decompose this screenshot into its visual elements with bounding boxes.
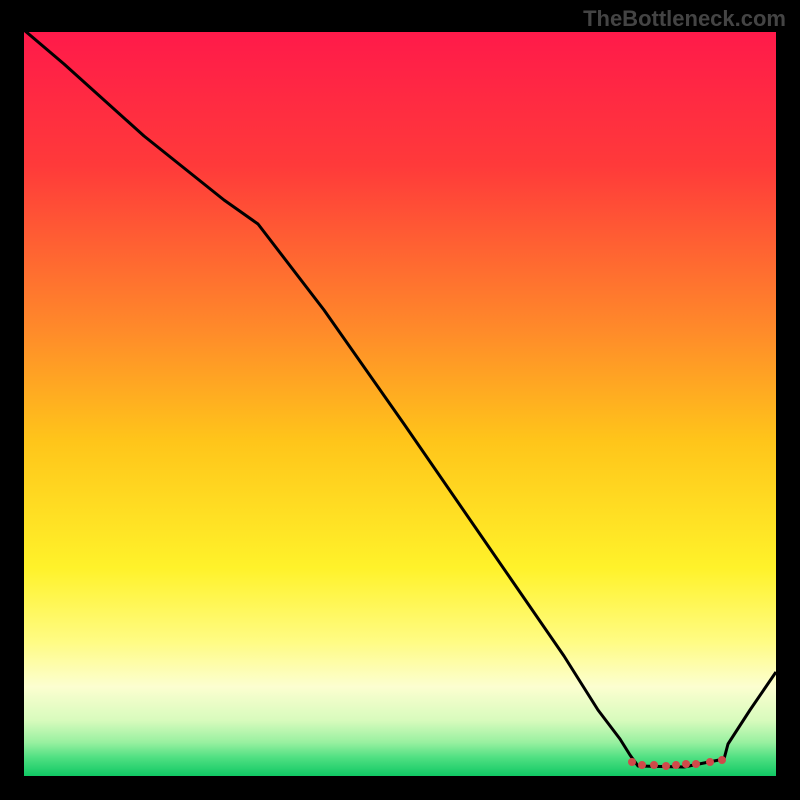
watermark-text: TheBottleneck.com bbox=[583, 6, 786, 32]
red-dot bbox=[662, 762, 670, 770]
red-dot bbox=[692, 760, 700, 768]
gradient-background bbox=[24, 32, 776, 776]
red-dot bbox=[706, 758, 714, 766]
red-dot bbox=[672, 761, 680, 769]
chart-container bbox=[24, 32, 776, 776]
red-dot bbox=[718, 756, 726, 764]
bottleneck-line-chart bbox=[24, 32, 776, 776]
red-dot bbox=[638, 761, 646, 769]
red-dot bbox=[650, 761, 658, 769]
red-dot bbox=[628, 758, 636, 766]
red-dot bbox=[682, 760, 690, 768]
